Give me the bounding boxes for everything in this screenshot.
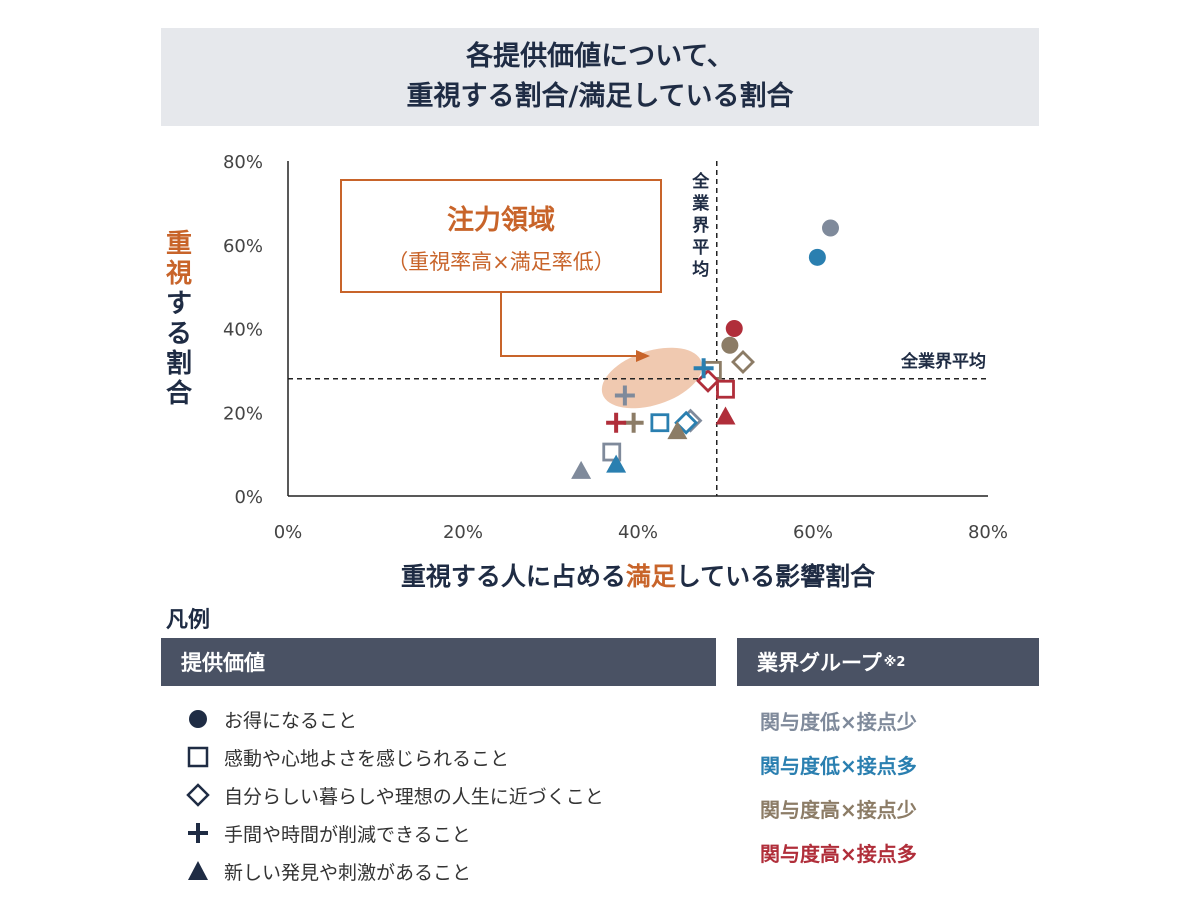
point-square xyxy=(716,379,735,399)
y-tick-label: 80% xyxy=(223,152,263,173)
groups-legend-header-label: 業界グループ xyxy=(757,651,882,675)
point-plus xyxy=(623,412,644,433)
legend-item-label: 自分らしい暮らしや理想の人生に近づくこと xyxy=(224,785,604,808)
x-tick-label: 0% xyxy=(274,522,303,543)
focus-arrow xyxy=(500,292,638,357)
x-axis-label-post: している影響割合 xyxy=(676,562,876,591)
x-axis-label-highlight: 満足 xyxy=(626,562,676,591)
x-axis-label: 重視する人に占める満足している影響割合 xyxy=(401,562,876,591)
point-triangle xyxy=(667,421,688,440)
point-circle xyxy=(721,336,739,354)
values-legend-header-label: 提供価値 xyxy=(181,651,265,675)
values-legend: お得になること 感動や心地よさを感じられること 自分らしい暮らしや理想の人生に近… xyxy=(186,700,604,890)
legend-title: 凡例 xyxy=(166,608,211,633)
legend-item-label: お得になること xyxy=(224,709,358,732)
x-tick-label: 40% xyxy=(618,522,658,543)
point-plus xyxy=(614,385,635,406)
x-tick-label: 20% xyxy=(443,522,483,543)
focus-box xyxy=(340,179,662,293)
y-axis-label-char: 合 xyxy=(166,378,193,409)
x-tick-label: 80% xyxy=(968,522,1008,543)
y-axis-label-char: 視 xyxy=(166,259,192,289)
point-triangle xyxy=(715,406,736,425)
legend-item-label: 手間や時間が削減できること xyxy=(224,823,471,846)
point-diamond xyxy=(731,350,755,374)
point-circle xyxy=(822,219,839,237)
legend-item-circle: お得になること xyxy=(186,700,604,738)
y-axis-label-char: 重 xyxy=(166,229,192,259)
point-triangle xyxy=(606,454,627,473)
focus-subtitle: （重視率高×満足率低） xyxy=(387,250,615,274)
y-tick-label: 0% xyxy=(234,487,263,508)
avg-y-label: 全業界平均 xyxy=(900,351,986,372)
point-triangle xyxy=(571,460,592,479)
x-axis-label-pre: 重視する人に占める xyxy=(401,562,626,591)
focus-title: 注力領域 xyxy=(447,204,555,236)
point-plus xyxy=(693,358,714,379)
focus-arrowhead xyxy=(636,350,650,362)
group-item: 関与度高×接点少 xyxy=(760,797,917,822)
y-axis-label: 重視する割合 xyxy=(166,229,193,409)
y-axis-label-char: す xyxy=(166,289,192,319)
groups-legend-note: ※2 xyxy=(883,654,906,670)
point-circle xyxy=(808,248,826,266)
point-plus xyxy=(606,412,627,433)
legend-item-diamond: 自分らしい暮らしや理想の人生に近づくこと xyxy=(186,776,604,814)
y-axis-label-char: 割 xyxy=(166,348,192,379)
group-item: 関与度低×接点少 xyxy=(760,709,917,734)
x-tick-label: 60% xyxy=(793,522,833,543)
point-diamond xyxy=(674,410,699,435)
scatter-chart: 注力領域 （重視率高×満足率低） 0% 20% 40% 60% 80% 0% 20% 40% 6… xyxy=(166,152,1008,591)
legend-item-label: 感動や心地よさを感じられること xyxy=(224,747,510,770)
triangle-icon xyxy=(188,861,208,880)
plus-icon xyxy=(188,823,208,843)
diamond-icon xyxy=(186,783,210,807)
group-item: 関与度低×接点多 xyxy=(760,753,917,778)
legend-item-label: 新しい発見や刺激があること xyxy=(224,861,472,884)
avg-x-label: 全業界平均 xyxy=(691,171,710,280)
group-item: 関与度高×接点多 xyxy=(760,841,917,866)
legend-item-plus: 手間や時間が削減できること xyxy=(186,814,604,852)
legend-item-square: 感動や心地よさを感じられること xyxy=(186,738,604,776)
circle-icon xyxy=(189,710,207,728)
focus-area: 注力領域 （重視率高×満足率低） xyxy=(340,179,703,409)
values-legend-header: 提供価値 xyxy=(161,638,716,686)
legend-item-triangle: 新しい発見や刺激があること xyxy=(186,852,604,890)
y-axis-label-char: る xyxy=(166,319,192,349)
y-tick-label: 20% xyxy=(223,403,263,424)
chart-title: 各提供価値について、 重視する割合/満足している割合 xyxy=(161,28,1039,126)
groups-legend-header: 業界グループ ※2 xyxy=(737,638,1039,686)
point-square xyxy=(650,413,670,433)
y-tick-label: 60% xyxy=(223,236,263,257)
title-line-1: 各提供価値について、 xyxy=(466,41,734,72)
square-icon xyxy=(187,746,209,768)
groups-legend: 関与度低×接点少 関与度低×接点多 関与度高×接点少 関与度高×接点多 xyxy=(760,698,917,874)
title-line-2: 重視する割合/満足している割合 xyxy=(406,81,794,112)
y-tick-label: 40% xyxy=(223,320,263,341)
point-circle xyxy=(725,320,743,337)
